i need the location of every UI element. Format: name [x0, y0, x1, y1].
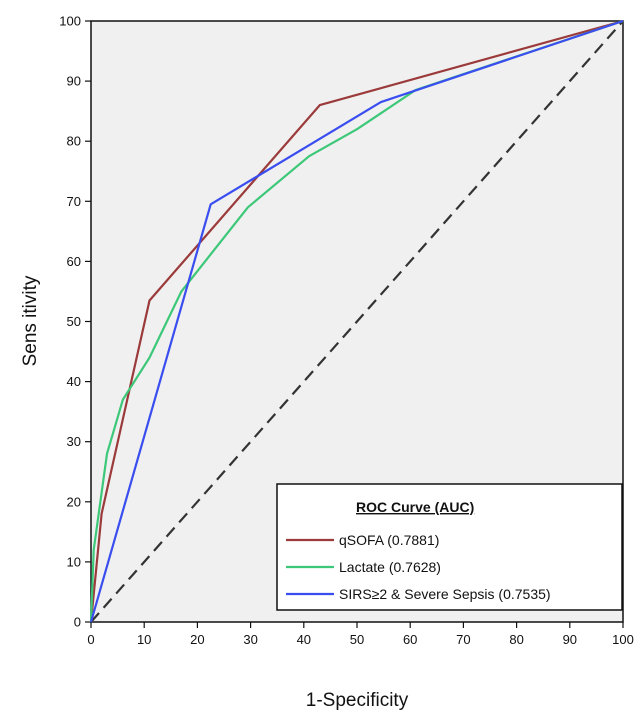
legend-title: ROC Curve (AUC): [356, 499, 474, 515]
x-axis-title: 1-Specificity: [306, 690, 409, 711]
series-line-3: [89, 19, 624, 623]
series-layer: [89, 19, 624, 623]
y-tick-label: 60: [67, 254, 81, 269]
y-tick-label: 40: [67, 374, 81, 389]
legend-entry-label: SIRS≥2 & Severe Sepsis (0.7535): [339, 586, 551, 602]
y-tick-label: 10: [67, 554, 81, 569]
x-tick-label: 50: [350, 632, 364, 647]
y-tick-label: 100: [59, 14, 81, 29]
y-tick-label: 90: [67, 74, 81, 89]
x-tick-label: 100: [612, 632, 634, 647]
y-axis-title: Sens itivity: [20, 275, 41, 366]
reference-diagonal-line: [90, 20, 624, 623]
series-line-1: [89, 19, 624, 623]
y-tick-label: 50: [67, 314, 81, 329]
series-line-2: [89, 19, 624, 623]
legend-entry-label: qSOFA (0.7881): [339, 532, 439, 548]
reference-line-layer: [90, 20, 624, 623]
x-tick-label: 30: [243, 632, 257, 647]
x-axis-ticks: 0 10 20 30 40 50 60 70 80 90 100: [87, 622, 634, 647]
x-tick-label: 40: [297, 632, 311, 647]
x-tick-label: 90: [563, 632, 577, 647]
y-tick-label: 70: [67, 194, 81, 209]
y-tick-label: 0: [74, 615, 81, 630]
x-tick-label: 10: [137, 632, 151, 647]
legend-entries: qSOFA (0.7881) Lactate (0.7628) SIRS≥2 & S…: [286, 532, 551, 602]
x-tick-label: 20: [190, 632, 204, 647]
y-tick-label: 20: [67, 494, 81, 509]
y-tick-label: 80: [67, 134, 81, 149]
legend: ROC Curve (AUC) qSOFA (0.7881) Lactate (0…: [276, 483, 623, 611]
x-tick-label: 70: [456, 632, 470, 647]
x-tick-label: 80: [509, 632, 523, 647]
x-tick-label: 60: [403, 632, 417, 647]
x-tick-label: 0: [87, 632, 94, 647]
legend-box: [276, 483, 623, 611]
y-tick-label: 30: [67, 434, 81, 449]
legend-entry-label: Lactate (0.7628): [339, 559, 441, 575]
y-axis-ticks: 0 10 20 30 40 50 60 70 80 90 100: [59, 14, 91, 630]
